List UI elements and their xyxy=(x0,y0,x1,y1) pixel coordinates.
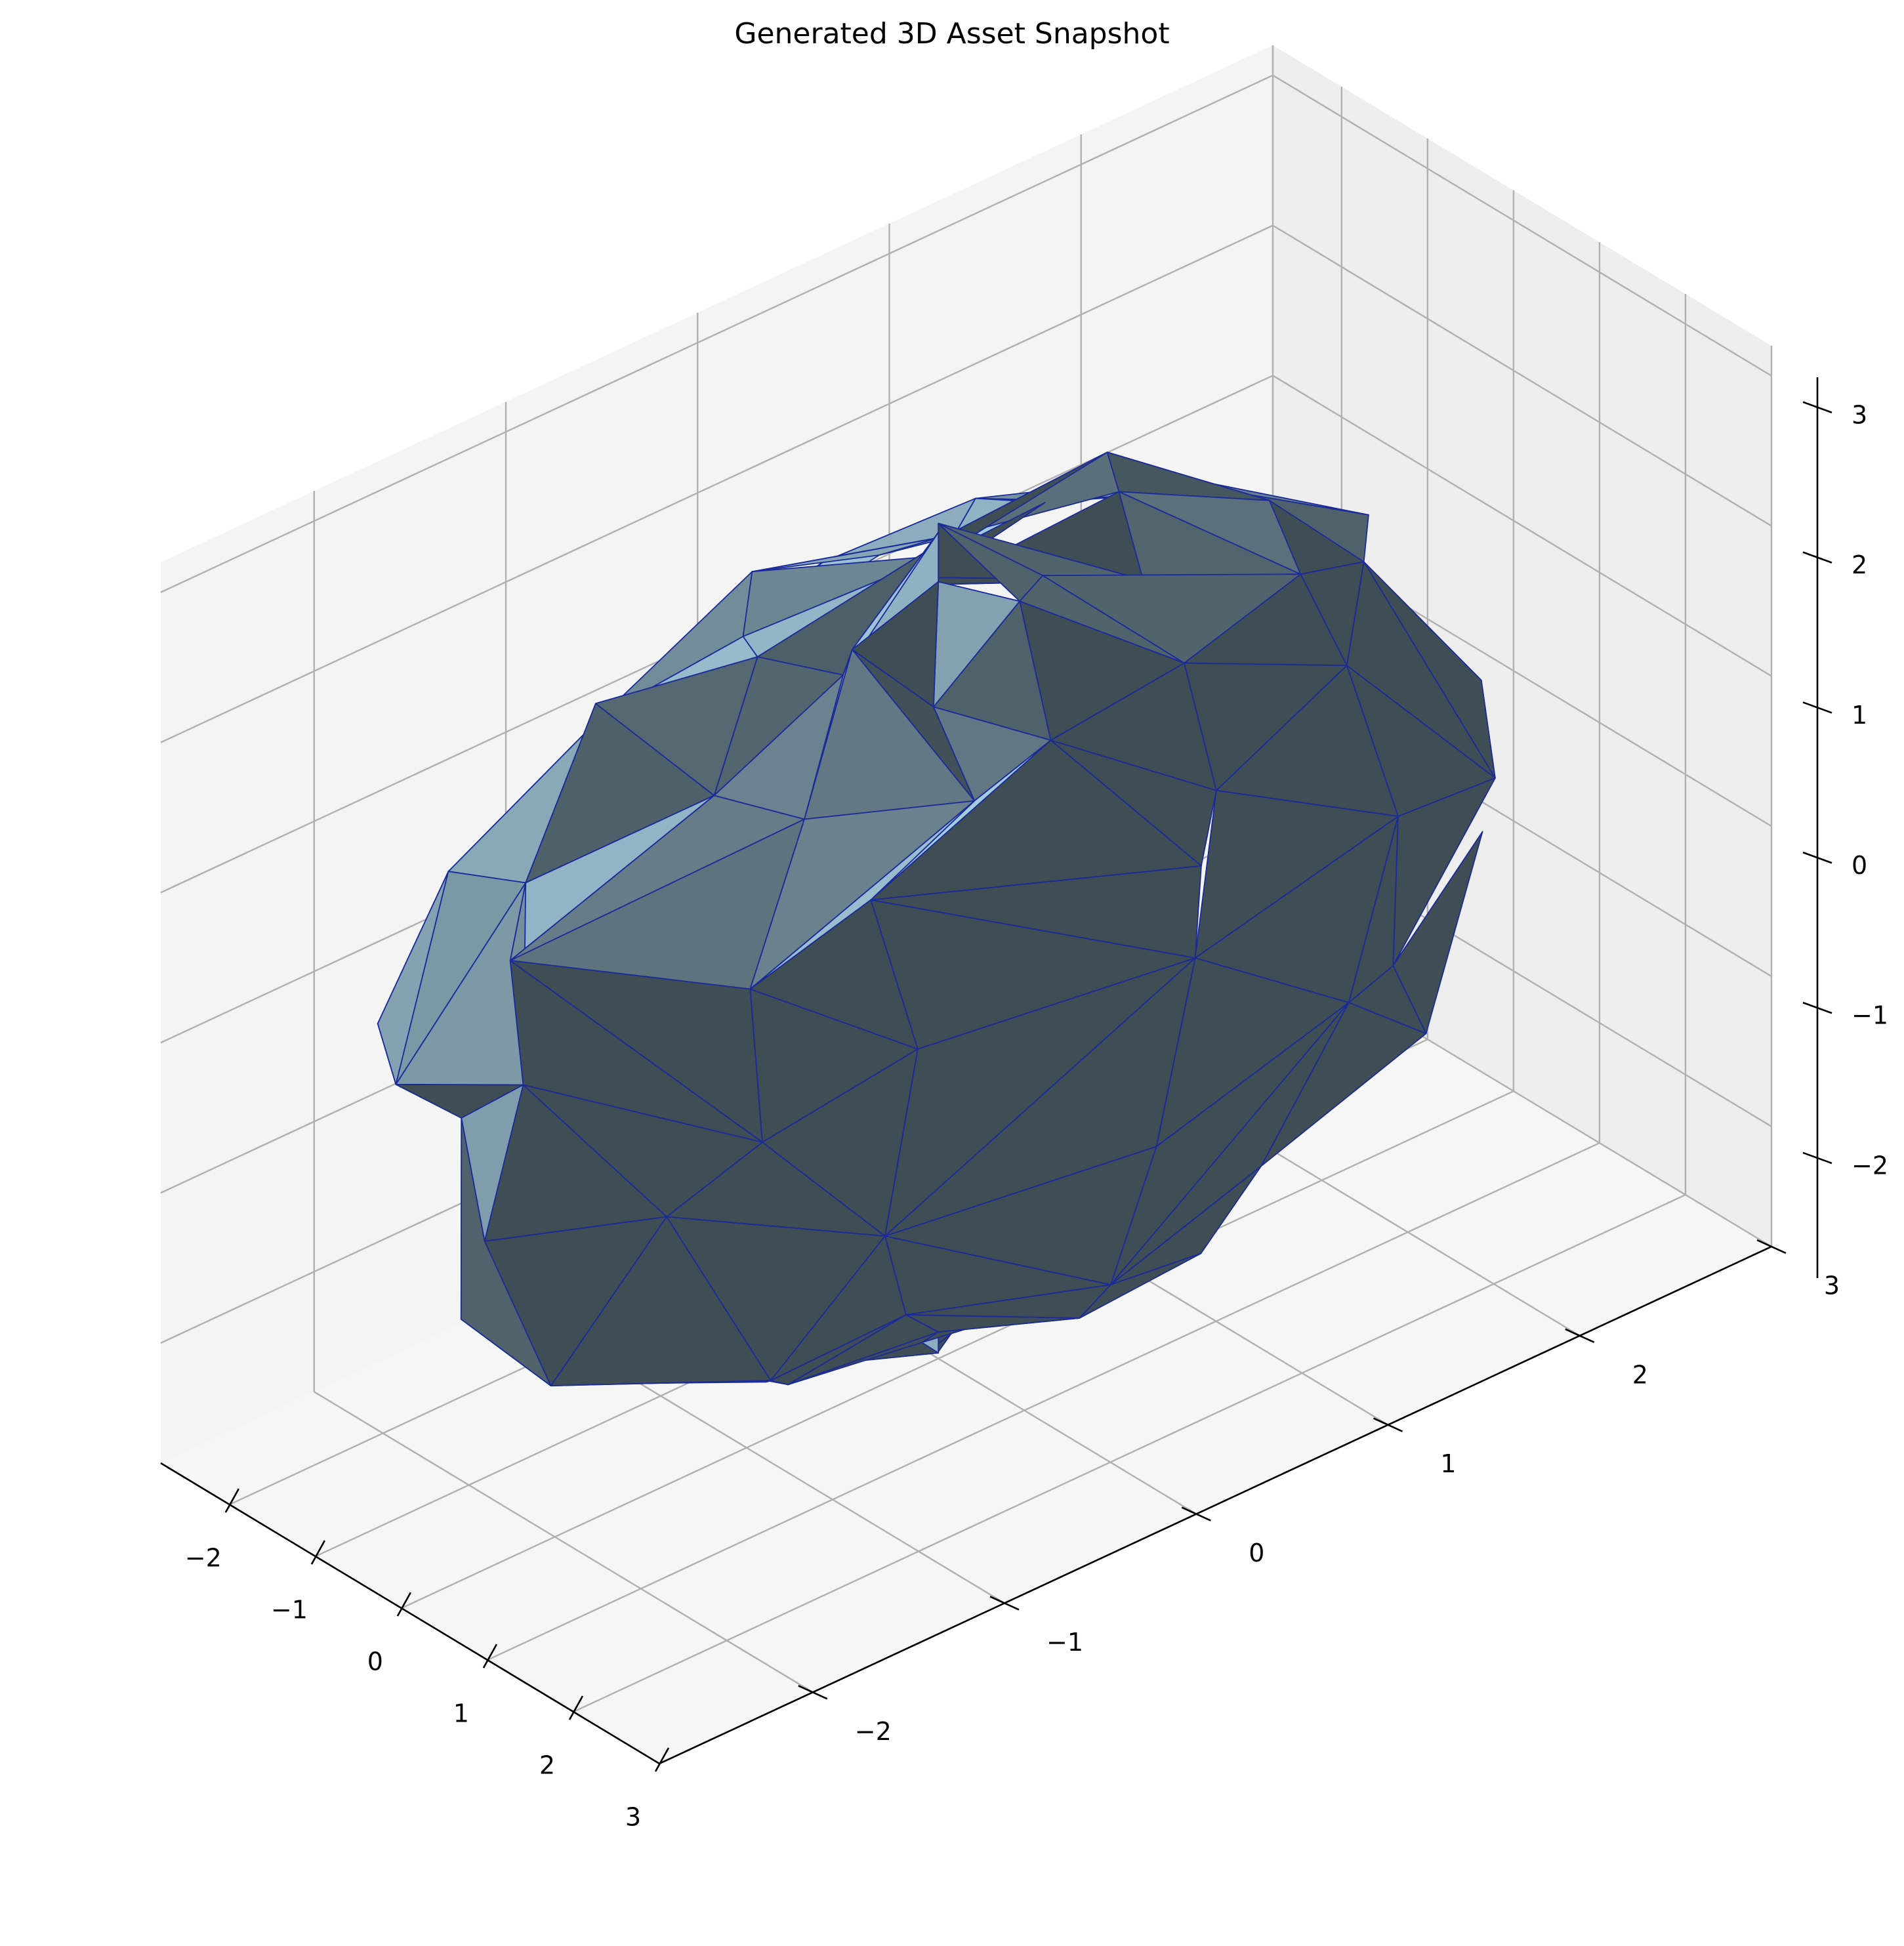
y-tick-mark xyxy=(1373,1417,1403,1432)
x-tick-label: 1 xyxy=(453,1699,469,1728)
z-tick-label: 1 xyxy=(1852,701,1867,730)
y-axis-line xyxy=(659,1245,1772,1765)
z-tick-mark xyxy=(1802,701,1832,714)
mesh-face xyxy=(509,960,763,1143)
y-tick-label: 1 xyxy=(1440,1449,1456,1478)
x-grid-line-floor xyxy=(487,1142,1600,1661)
z-tick-mark xyxy=(1802,1001,1832,1014)
y-grid-line-floor xyxy=(314,1391,814,1693)
y-tick-mark xyxy=(1181,1506,1211,1522)
x-tick-label: −1 xyxy=(271,1596,308,1625)
z-grid-line-left xyxy=(160,74,1273,593)
x-tick-mark xyxy=(568,1695,584,1720)
chart-title: Generated 3D Asset Snapshot xyxy=(734,17,1169,51)
x-tick-label: 3 xyxy=(625,1803,641,1832)
z-tick-mark xyxy=(1802,401,1832,413)
y-tick-label: 3 xyxy=(1824,1272,1840,1300)
floor-pane xyxy=(161,946,1771,1764)
z-tick-mark xyxy=(1802,852,1832,864)
mesh-surface xyxy=(377,451,1496,1387)
x-tick-mark xyxy=(654,1747,670,1772)
z-grid-line-right xyxy=(1272,74,1772,377)
x-tick-mark xyxy=(224,1488,239,1513)
x-tick-label: −2 xyxy=(185,1544,222,1573)
z-tick-label: −2 xyxy=(1852,1151,1888,1180)
axes xyxy=(160,377,1832,1772)
z-tick-label: 0 xyxy=(1852,851,1867,880)
z-grid-line-right xyxy=(1272,375,1772,677)
x-grid-line-floor xyxy=(573,1193,1686,1713)
tick-labels: −2 −1 0 1 2 3 −2 −1 0 1 2 3 −2 −1 0 1 2 3 xyxy=(185,400,1888,1831)
z-tick-mark xyxy=(1802,551,1832,564)
z-tick-label: 2 xyxy=(1852,550,1867,579)
y-tick-mark xyxy=(798,1685,828,1700)
x-tick-mark xyxy=(396,1592,412,1617)
x-grid-line-floor xyxy=(401,1090,1514,1609)
z-tick-mark xyxy=(1802,1151,1832,1165)
mesh-face xyxy=(749,800,976,990)
x-axis-line xyxy=(160,1462,660,1765)
z-tick-label: 3 xyxy=(1852,400,1867,429)
y-tick-mark xyxy=(1756,1239,1787,1254)
z-tick-label: −1 xyxy=(1852,1001,1888,1030)
x-tick-mark xyxy=(482,1644,498,1668)
y-tick-mark xyxy=(989,1596,1020,1611)
z-grid-line-left xyxy=(160,224,1273,743)
y-tick-mark xyxy=(1565,1328,1595,1344)
mesh-face xyxy=(595,656,758,797)
y-tick-label: 2 xyxy=(1632,1360,1648,1389)
z-grid-line-right xyxy=(1272,224,1772,527)
mesh-face xyxy=(1194,789,1399,959)
y-tick-label: 0 xyxy=(1249,1539,1264,1567)
x-tick-mark xyxy=(310,1540,325,1565)
y-tick-label: −2 xyxy=(855,1717,892,1746)
x-tick-label: 0 xyxy=(367,1647,383,1676)
y-tick-label: −1 xyxy=(1046,1628,1083,1657)
x-tick-label: 2 xyxy=(539,1751,555,1780)
